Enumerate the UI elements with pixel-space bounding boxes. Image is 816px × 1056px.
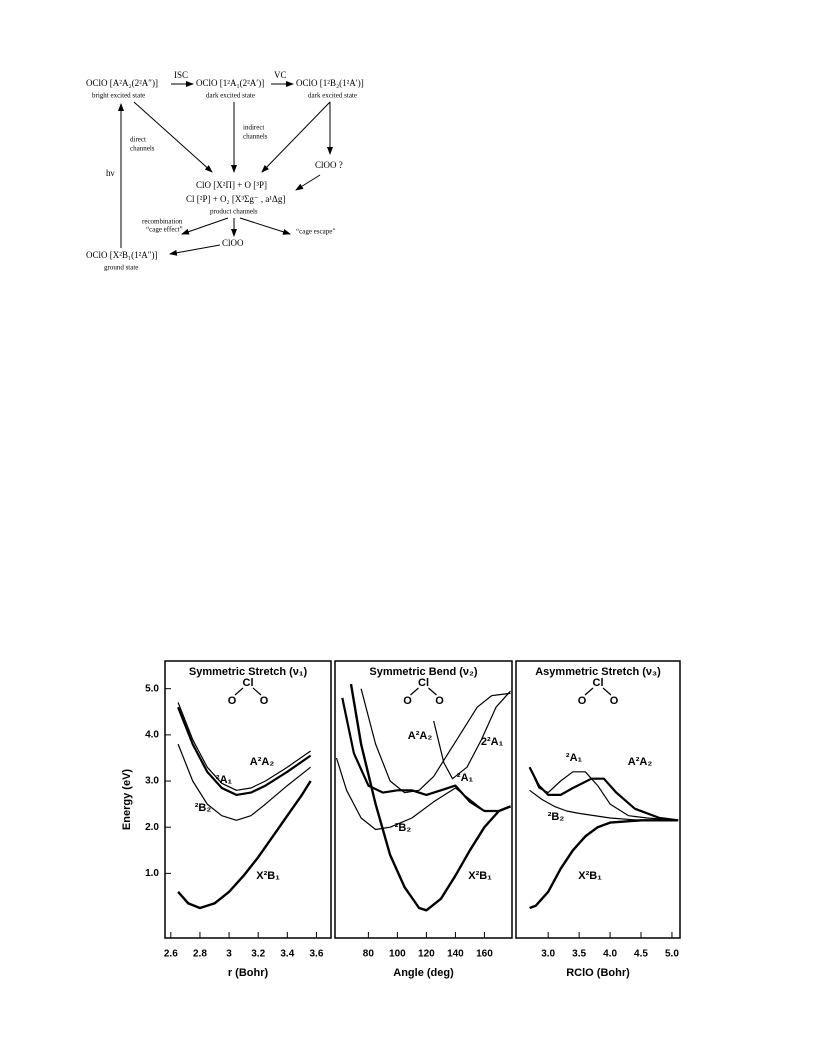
curve-label: X²B₁ — [256, 870, 280, 882]
panel-title: Symmetric Bend (ν₂) — [369, 666, 478, 678]
atom-label: Cl — [593, 677, 604, 689]
edge-label: indirect — [243, 124, 264, 132]
edge-label: VC — [274, 70, 287, 80]
curve-label: X²B₁ — [578, 870, 602, 882]
curve — [349, 683, 511, 912]
node-label: ClOO — [222, 238, 244, 248]
arrow — [261, 101, 331, 173]
y-tick-label: 3.0 — [145, 776, 159, 787]
molecule-bond — [234, 687, 262, 696]
node-sublabel: bright excited state — [92, 92, 145, 100]
curve-label: A²A₂ — [408, 730, 433, 742]
panel-title: Asymmetric Stretch (ν₃) — [535, 666, 661, 678]
arrow — [295, 174, 321, 191]
x-tick-label: 120 — [418, 949, 435, 960]
y-tick-label: 2.0 — [145, 822, 159, 833]
x-tick-label: 3.0 — [541, 949, 555, 960]
x-tick-label: 80 — [363, 949, 375, 960]
curve-label: ²A₁ — [457, 772, 474, 784]
edge-label: channels — [243, 133, 268, 141]
atom-label: O — [435, 695, 444, 707]
y-tick-label: 4.0 — [145, 730, 159, 741]
node-label: Cl [²P] + O₂ [X³Σg⁻ , a¹Δg] — [186, 194, 285, 204]
atom-label: Cl — [243, 677, 254, 689]
curve — [341, 697, 511, 813]
arrow — [181, 217, 229, 235]
edge-label: “cage escape” — [296, 228, 335, 236]
x-axis-label: RClO (Bohr) — [566, 967, 630, 979]
curve-label: X²B₁ — [468, 870, 492, 882]
node-sublabel: dark excited state — [308, 92, 357, 100]
x-tick-label: 100 — [389, 949, 406, 960]
x-tick-label: 3.4 — [280, 949, 294, 960]
curve — [177, 702, 311, 791]
x-tick-label: 2.6 — [164, 949, 178, 960]
curve — [177, 780, 312, 910]
curve — [528, 766, 679, 822]
node-sublabel: dark excited state — [206, 92, 255, 100]
atom-label: O — [403, 695, 412, 707]
curve — [529, 819, 679, 910]
curve-label: A²A₂ — [250, 756, 275, 768]
curve — [177, 743, 311, 821]
x-tick-label: 3.5 — [572, 949, 586, 960]
curve — [529, 789, 679, 821]
y-tick-label: 1.0 — [145, 868, 159, 879]
x-tick-label: 4.5 — [634, 949, 648, 960]
node-label: OClO [A²A₂(2²A″)] — [86, 78, 158, 88]
edge-label: channels — [130, 145, 155, 153]
y-tick-label: 5.0 — [145, 683, 159, 694]
x-tick-label: 3 — [226, 949, 232, 960]
curve-label: ²B₂ — [548, 811, 565, 823]
curve-label: A²A₂ — [628, 756, 653, 768]
atom-label: Cl — [418, 677, 429, 689]
x-tick-label: 160 — [476, 949, 493, 960]
curve-label: ²B₂ — [195, 802, 212, 814]
arrow — [133, 101, 213, 173]
panel-frame — [515, 660, 681, 939]
atom-label: O — [610, 695, 619, 707]
edge-label: “cage effect” — [146, 226, 183, 234]
arrow — [239, 217, 291, 235]
x-tick-label: 2.8 — [193, 949, 207, 960]
node-label: OClO [1²B₂(1²A′)] — [296, 78, 364, 88]
arrow — [169, 244, 221, 256]
curve-label: ²A₁ — [216, 774, 233, 786]
curve — [433, 690, 511, 780]
curve — [177, 706, 312, 796]
node-label: ClOO ? — [315, 160, 343, 170]
edge-label: hν — [106, 168, 115, 178]
edge-label: direct — [130, 136, 146, 144]
node-label: ClO [X²Π] + O [³P] — [196, 180, 267, 190]
node-label: OClO [1²A₁(2²A′)] — [196, 78, 264, 88]
panel-frame — [164, 660, 332, 939]
atom-label: O — [228, 695, 237, 707]
node-sublabel: ground state — [104, 264, 138, 272]
x-tick-label: 3.6 — [309, 949, 323, 960]
molecule-bond — [410, 687, 437, 696]
x-tick-label: 4.0 — [603, 949, 617, 960]
curve-label: 2²A₁ — [481, 736, 504, 748]
x-tick-label: 5.0 — [665, 949, 679, 960]
diagram: OClO [A²A₂(2²A″)] bright excited state O… — [86, 70, 364, 272]
edge-label: recombination — [142, 218, 183, 226]
x-axis-label: r (Bohr) — [228, 967, 269, 979]
panel-frame — [334, 660, 513, 939]
edge-label: ISC — [174, 70, 188, 80]
molecule-bond — [584, 687, 612, 696]
x-tick-label: 140 — [447, 949, 464, 960]
atom-label: O — [578, 695, 587, 707]
curve — [360, 688, 511, 794]
y-axis-label: Energy (eV) — [121, 769, 133, 830]
panel-title: Symmetric Stretch (ν₁) — [189, 666, 308, 678]
x-axis-label: Angle (deg) — [393, 967, 454, 979]
node-label: OClO [X²B₁(1²A″)] — [86, 250, 158, 260]
curve-label: ²B₂ — [395, 822, 412, 834]
node-sublabel: product channels — [210, 208, 258, 216]
atom-label: O — [260, 695, 269, 707]
curve-label: ²A₁ — [566, 752, 583, 764]
x-tick-label: 3.2 — [251, 949, 265, 960]
